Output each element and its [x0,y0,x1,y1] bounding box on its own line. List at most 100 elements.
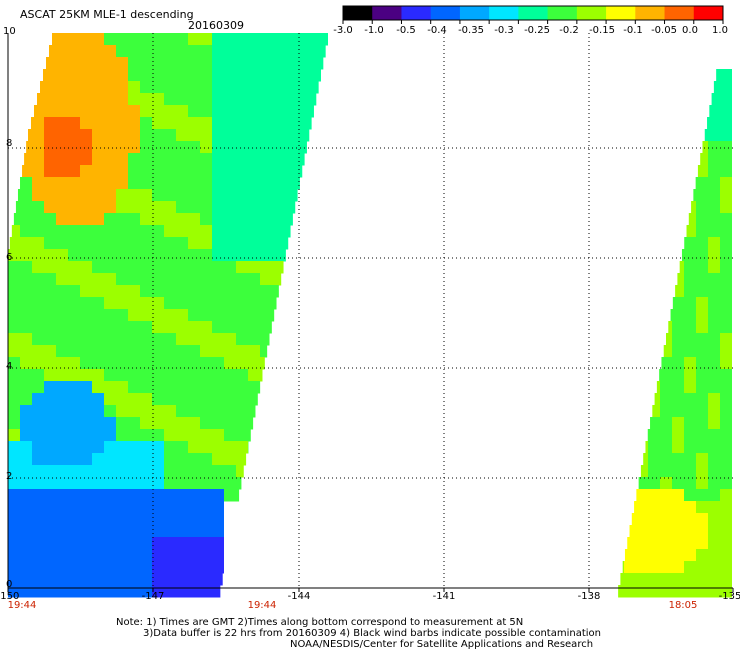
swath-cell [720,225,732,238]
swath-cell [20,357,32,370]
swath-cell [224,285,236,298]
swath-cell [236,213,248,226]
swath-cell [140,405,152,418]
swath-cell [708,321,720,334]
swath-cell [164,381,176,394]
swath-cell [672,333,684,346]
swath-cell [200,501,212,514]
swath-cell [708,441,720,454]
swath-cell [260,261,272,274]
swath-cell [636,537,648,550]
lat-label-10: 10 [3,26,16,37]
swath-cell [248,189,260,202]
swath-cell [44,549,56,562]
swath-cell [648,537,660,550]
swath-cell [272,93,284,106]
swath-cell [260,189,272,202]
swath-cell [672,561,684,574]
swath-cell [80,561,92,574]
swath-cell [128,177,140,190]
swath-cell [8,573,20,586]
colorbar-segment [459,6,490,20]
swath-cell [152,501,164,514]
swath-cell [672,297,684,310]
swath-cell [308,81,319,94]
swath-cell [176,549,188,562]
swath-cell [92,441,104,454]
swath-cell [200,177,212,190]
swath-cell [68,561,80,574]
swath-cell [660,477,672,490]
swath-cell [720,153,732,166]
swath-cell [284,201,296,214]
swath-cell [152,45,164,58]
swath-cell [128,213,140,226]
colorbar-segment [606,6,636,20]
swath-cell [68,69,80,82]
swath-cell [56,177,68,190]
swath-cell [720,117,732,130]
swath-cell [272,81,284,94]
swath-cell [212,261,224,274]
swath-cell [720,393,732,406]
swath-cell [272,201,284,214]
swath-cell [128,537,140,550]
swath-cell [636,561,648,574]
swath-cell [128,417,140,430]
swath-cell [56,417,68,430]
swath-left-pass [8,33,328,598]
swath-cell [224,93,236,106]
swath-cell [708,333,720,346]
swath-cell [212,93,224,106]
swath-cell [128,261,140,274]
swath-cell [80,93,92,106]
swath-cell [672,441,684,454]
swath-cell [212,45,224,58]
swath-cell [188,309,200,322]
swath-cell [634,501,636,514]
swath-cell [164,153,176,166]
swath-cell [104,105,116,118]
swath-cell [32,165,44,178]
swath-cell [104,165,116,178]
swath-cell [32,537,44,550]
swath-cell [284,81,296,94]
swath-cell [188,393,200,406]
swath-cell [20,393,32,406]
swath-cell [684,417,696,430]
swath-cell [650,417,660,430]
swath-cell [212,321,224,334]
swath-cell [68,177,80,190]
swath-cell [56,345,68,358]
swath-cell [128,33,140,46]
swath-cell [684,525,696,538]
swath-cell [260,297,272,310]
swath-cell [176,153,188,166]
swath-cell [686,225,696,238]
swath-cell [260,333,270,346]
swath-cell [176,573,188,586]
swath-cell [20,561,32,574]
swath-cell [248,81,260,94]
swath-cell [80,117,92,130]
swath-cell [648,429,660,442]
swath-cell [308,93,317,106]
swath-cell [164,441,176,454]
swath-cell [56,141,68,154]
swath-cell [272,237,284,250]
swath-cell [8,537,20,550]
swath-cell [643,453,648,466]
swath-cell [200,189,212,202]
swath-cell [68,249,80,262]
swath-cell [224,477,236,490]
swath-cell [236,261,248,274]
swath-cell [176,489,188,502]
swath-cell [20,573,32,586]
swath-cell [140,501,152,514]
swath-cell [56,81,68,94]
swath-cell [80,285,92,298]
swath-cell [212,81,224,94]
swath-cell [8,381,20,394]
swath-cell [248,105,260,118]
